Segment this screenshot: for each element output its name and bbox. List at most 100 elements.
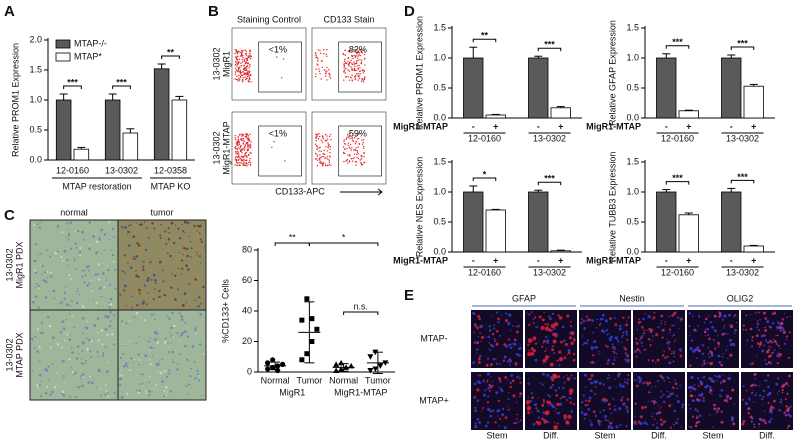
tissue-cell	[62, 394, 65, 397]
gate	[258, 41, 302, 93]
flow-event	[239, 164, 241, 166]
fluorescence-signal	[673, 409, 676, 413]
bar	[463, 57, 484, 119]
flow-event	[355, 49, 358, 51]
fluorescence-signal	[713, 314, 717, 318]
flow-event	[342, 52, 344, 55]
tissue-cell	[77, 287, 79, 290]
tissue-cell	[68, 232, 71, 235]
fluorescence-signal	[624, 358, 627, 361]
fluorescence-signal	[497, 317, 500, 321]
flow-event	[235, 145, 237, 148]
fluorescence-signal	[542, 411, 545, 414]
fluorescence-signal	[590, 381, 593, 385]
fluorescence-signal	[767, 361, 771, 364]
flow-event	[316, 146, 319, 148]
flow-event	[320, 52, 322, 54]
flow-event	[234, 73, 237, 75]
fluorescence-signal	[742, 328, 744, 331]
flow-event	[234, 151, 237, 153]
flow-event	[318, 135, 321, 138]
column-title: GFAP	[512, 293, 536, 303]
error-bar	[749, 244, 758, 246]
tissue-cell	[30, 337, 34, 340]
fluorescence-signal	[787, 413, 791, 417]
fluorescence-signal	[719, 381, 723, 384]
tissue-cell	[172, 324, 176, 328]
flow-event	[314, 143, 317, 145]
fluorescence-signal	[552, 374, 558, 380]
flow-event	[235, 71, 237, 73]
tissue-cell	[81, 341, 85, 345]
tissue-cell	[79, 246, 82, 250]
flow-event	[352, 57, 354, 60]
flow-event	[246, 75, 249, 77]
fluorescence-signal	[536, 409, 540, 413]
flow-event	[354, 142, 357, 145]
fluorescence-signal	[655, 401, 658, 404]
fluorescence-signal	[772, 338, 775, 341]
fluorescence-signal	[767, 355, 771, 358]
y-tick-label: 0.0	[29, 154, 42, 164]
tissue-cell	[157, 371, 159, 374]
flow-event	[328, 163, 331, 165]
error-bar	[534, 55, 543, 58]
fluorescence-signal	[705, 335, 707, 337]
tissue-cell	[163, 370, 166, 373]
fluorescence-signal	[710, 379, 713, 383]
fluorescence-signal	[679, 317, 683, 321]
fluorescence-signal	[697, 385, 700, 387]
tissue-cell	[172, 361, 175, 364]
fluorescence-signal	[725, 394, 729, 398]
flow-event	[245, 78, 247, 81]
fluorescence-signal	[678, 327, 680, 330]
fluorescence-signal	[717, 354, 721, 358]
fluorescence-signal	[764, 329, 768, 332]
tissue-cell	[164, 340, 167, 344]
fluorescence-signal	[772, 406, 775, 410]
flow-event	[347, 133, 349, 136]
flow-event	[238, 78, 240, 80]
flow-event	[245, 50, 248, 53]
gate-label: 82%	[349, 44, 367, 54]
fluorescence-signal	[788, 385, 790, 387]
tissue-cell	[46, 277, 48, 279]
tissue-cell	[126, 392, 129, 396]
tissue-cell	[161, 269, 164, 272]
flow-event	[355, 161, 358, 163]
fluorescence-signal	[549, 376, 554, 380]
significance-label: ***	[672, 173, 683, 183]
fluorescence-signal	[751, 339, 754, 342]
flow-event	[314, 152, 317, 154]
fluorescence-signal	[541, 345, 544, 348]
tissue-cell	[76, 290, 79, 293]
tissue-cell	[114, 341, 116, 343]
point	[265, 360, 271, 366]
fluorescence-signal	[489, 349, 492, 352]
tissue-cell	[120, 376, 122, 379]
tissue-cell	[49, 271, 52, 274]
tissue-cell	[63, 291, 66, 294]
fluorescence-signal	[638, 420, 640, 422]
tissue-cell	[163, 293, 166, 297]
fluorescence-signal	[553, 425, 558, 430]
flow-event	[244, 145, 247, 147]
fluorescence-signal	[535, 326, 537, 328]
fluorescence-signal	[584, 403, 587, 407]
tissue-cell	[34, 295, 38, 298]
bar	[743, 85, 764, 119]
flow-event	[243, 147, 246, 149]
flow-event	[324, 139, 326, 141]
fluorescence-signal	[660, 406, 662, 408]
fluorescence-signal	[718, 312, 722, 315]
flow-event	[353, 157, 355, 159]
flow-event	[355, 141, 358, 143]
tissue-cell	[40, 379, 42, 382]
fluorescence-signal	[634, 415, 637, 418]
fluorescence-signal	[624, 408, 627, 410]
flow-event	[353, 54, 355, 57]
flow-event	[240, 158, 243, 161]
fluorescence-signal	[527, 404, 529, 406]
fluorescence-signal	[544, 410, 549, 416]
bar	[153, 68, 170, 161]
